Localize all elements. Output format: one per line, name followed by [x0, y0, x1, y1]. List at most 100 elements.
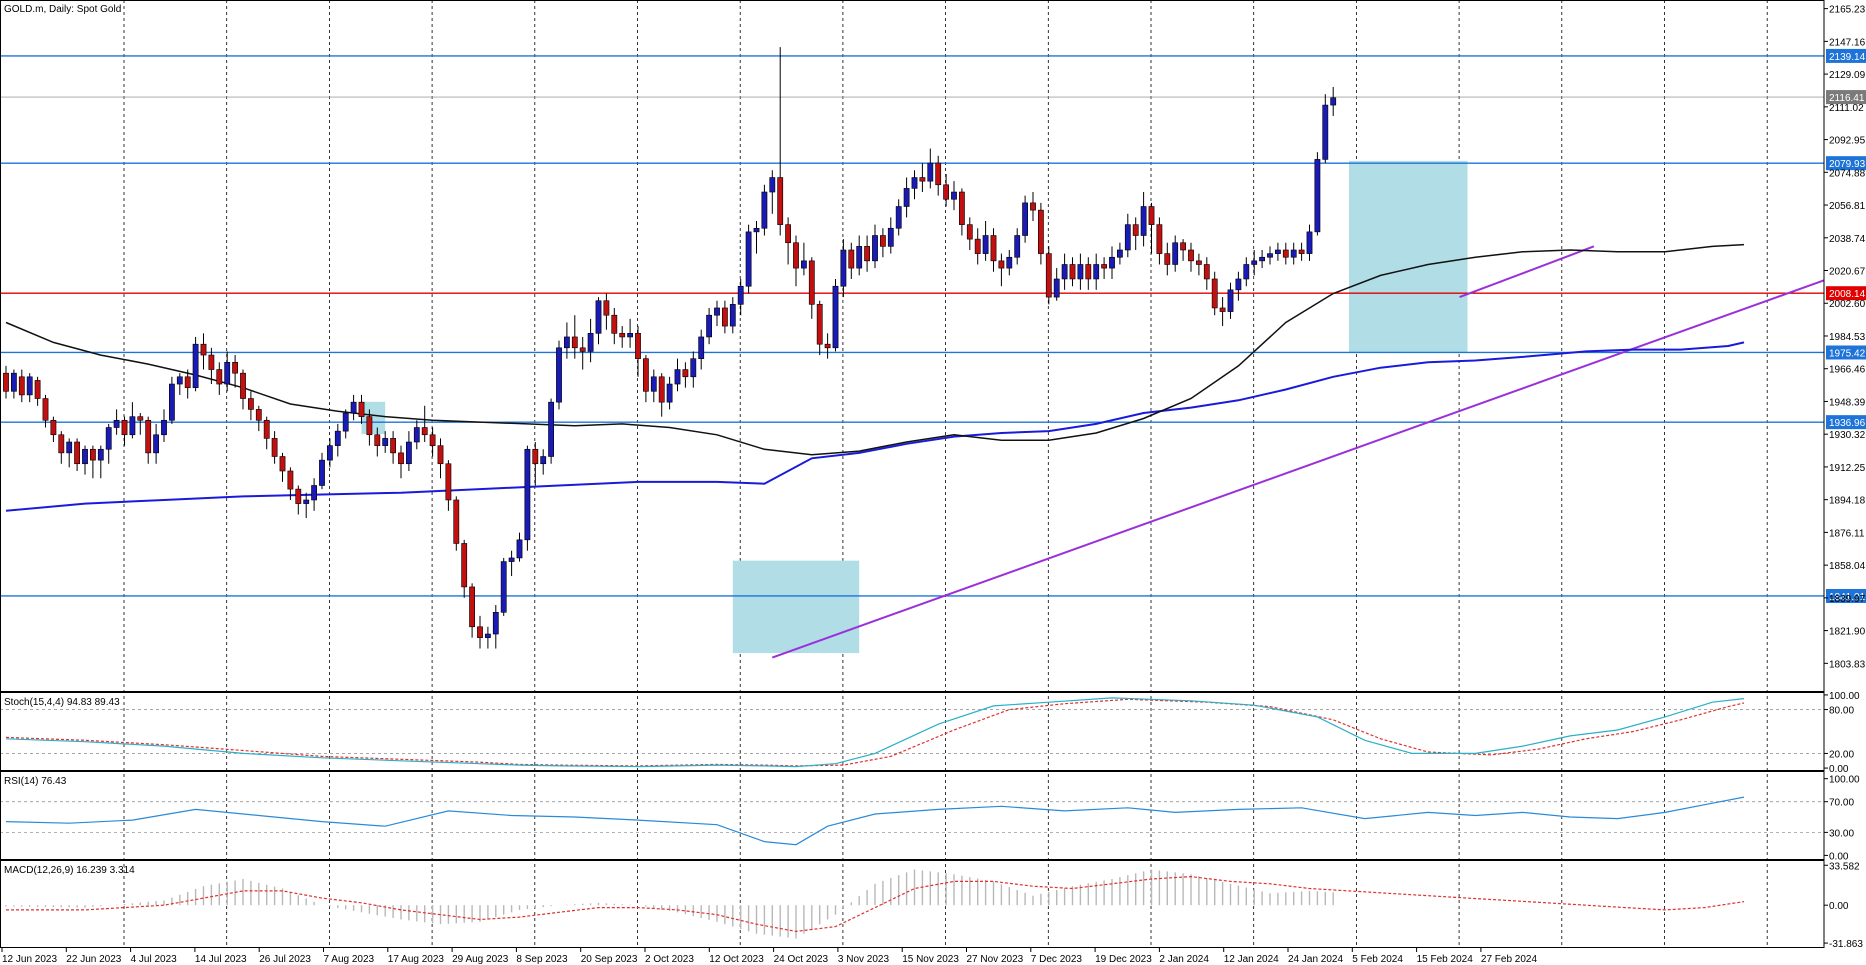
rsi-tick-label: 0.00: [1829, 851, 1849, 862]
candle: [1180, 239, 1186, 261]
candle-body-down: [1164, 253, 1171, 265]
date-label: 24 Jan 2024: [1288, 954, 1343, 965]
candle: [800, 242, 807, 276]
chart-title: GOLD.m, Daily: Spot Gold: [4, 4, 121, 15]
candle: [366, 409, 373, 446]
candle: [1101, 257, 1107, 279]
candle-body-down: [808, 260, 815, 305]
candle-body-up: [492, 611, 499, 635]
candle-body-up: [1330, 97, 1337, 106]
candle: [761, 184, 768, 236]
candle: [374, 427, 381, 457]
candle: [642, 355, 649, 403]
candle: [405, 431, 412, 471]
candle: [1275, 242, 1281, 261]
macd-label: MACD(12,26,9) 16.239 3.314: [4, 865, 135, 876]
stoch-main-line: [5, 697, 1745, 768]
candle: [500, 557, 507, 616]
candle-body-up: [1267, 253, 1273, 258]
candle-body-up: [548, 401, 554, 457]
candle-body-down: [974, 238, 981, 254]
panel-frame: [0, 860, 1825, 948]
macd-tick-label: 33.582: [1829, 861, 1860, 872]
rsi-tick-label: 30.00: [1829, 828, 1854, 839]
price-tick-label: 1930.32: [1829, 430, 1866, 441]
candle: [1061, 253, 1068, 290]
level-tag: [1826, 156, 1866, 171]
candle-body-down: [3, 372, 9, 392]
macd-tick-label: 0.00: [1829, 901, 1849, 912]
candle-body-down: [50, 419, 57, 436]
date-label: 2 Jan 2024: [1159, 954, 1209, 965]
candle-body-up: [895, 206, 902, 229]
candle: [1219, 297, 1226, 327]
date-label: 2 Oct 2023: [645, 954, 694, 965]
candle: [145, 416, 152, 464]
zone-rect: [1349, 160, 1468, 353]
date-label: 20 Sep 2023: [581, 954, 638, 965]
candle: [248, 391, 254, 421]
candle: [658, 373, 665, 417]
candle: [1093, 253, 1100, 290]
candle: [350, 394, 357, 421]
candle: [848, 242, 855, 279]
candle: [966, 217, 973, 250]
price-tick-label: 1948.39: [1829, 397, 1866, 408]
macd-tick-label: -31.863: [1829, 939, 1863, 950]
candle: [998, 253, 1005, 287]
candle-body-down: [398, 452, 404, 465]
zone-rect: [732, 560, 860, 654]
rsi-tick-label: 100.00: [1829, 775, 1860, 786]
candle-body-up: [690, 358, 697, 378]
candle: [1172, 235, 1179, 272]
moving-averages: [5, 243, 1745, 512]
candle-body-up: [556, 347, 562, 403]
trendline: [771, 279, 1824, 659]
candle: [753, 221, 760, 254]
candle: [698, 329, 705, 370]
candle-body-down: [208, 354, 215, 370]
rsi-tick-label: 70.00: [1829, 798, 1854, 809]
candle-body-down: [58, 434, 65, 454]
candle: [1077, 253, 1084, 290]
candle-body-down: [998, 260, 1005, 269]
candle: [682, 362, 689, 388]
candle: [832, 278, 839, 352]
candle-body-up: [951, 191, 957, 200]
level-tag: [1826, 48, 1866, 63]
candle: [714, 300, 720, 327]
candle: [1203, 257, 1210, 290]
candle: [358, 394, 365, 424]
price-tick-label: 1839.97: [1829, 594, 1866, 605]
stoch-label: Stoch(15,4,4) 94.83 89.43: [4, 697, 120, 708]
candle: [82, 445, 88, 475]
candle-body-up: [113, 419, 120, 428]
candle-body-down: [184, 376, 191, 388]
date-label: 4 Jul 2023: [131, 954, 178, 965]
date-label: 12 Oct 2023: [709, 954, 764, 965]
level-tag-label: 1975.42: [1829, 348, 1866, 359]
candle-body-down: [358, 401, 365, 417]
stoch-signal-line: [5, 698, 1745, 767]
candle-body-down: [1298, 249, 1305, 254]
candle: [532, 442, 539, 486]
candle: [169, 376, 175, 424]
candle: [793, 235, 799, 287]
date-label: 3 Nov 2023: [838, 954, 890, 965]
candle-body-up: [169, 383, 175, 421]
price-tick-label: 1803.83: [1829, 659, 1866, 670]
level-tag-label: 1841.01: [1829, 592, 1866, 603]
candle: [437, 438, 444, 479]
candle-body-up: [1077, 264, 1084, 280]
candle-body-down: [200, 343, 207, 356]
candle-body-down: [848, 249, 855, 269]
candle: [1330, 86, 1337, 116]
candle: [1282, 242, 1289, 265]
candle-body-up: [524, 448, 531, 541]
candle-body-down: [864, 246, 870, 262]
date-label: 12 Jan 2024: [1224, 954, 1279, 965]
candle-body-up: [97, 448, 104, 461]
price-tick-label: 2111.02: [1829, 103, 1864, 114]
candle-body-up: [1117, 249, 1123, 258]
